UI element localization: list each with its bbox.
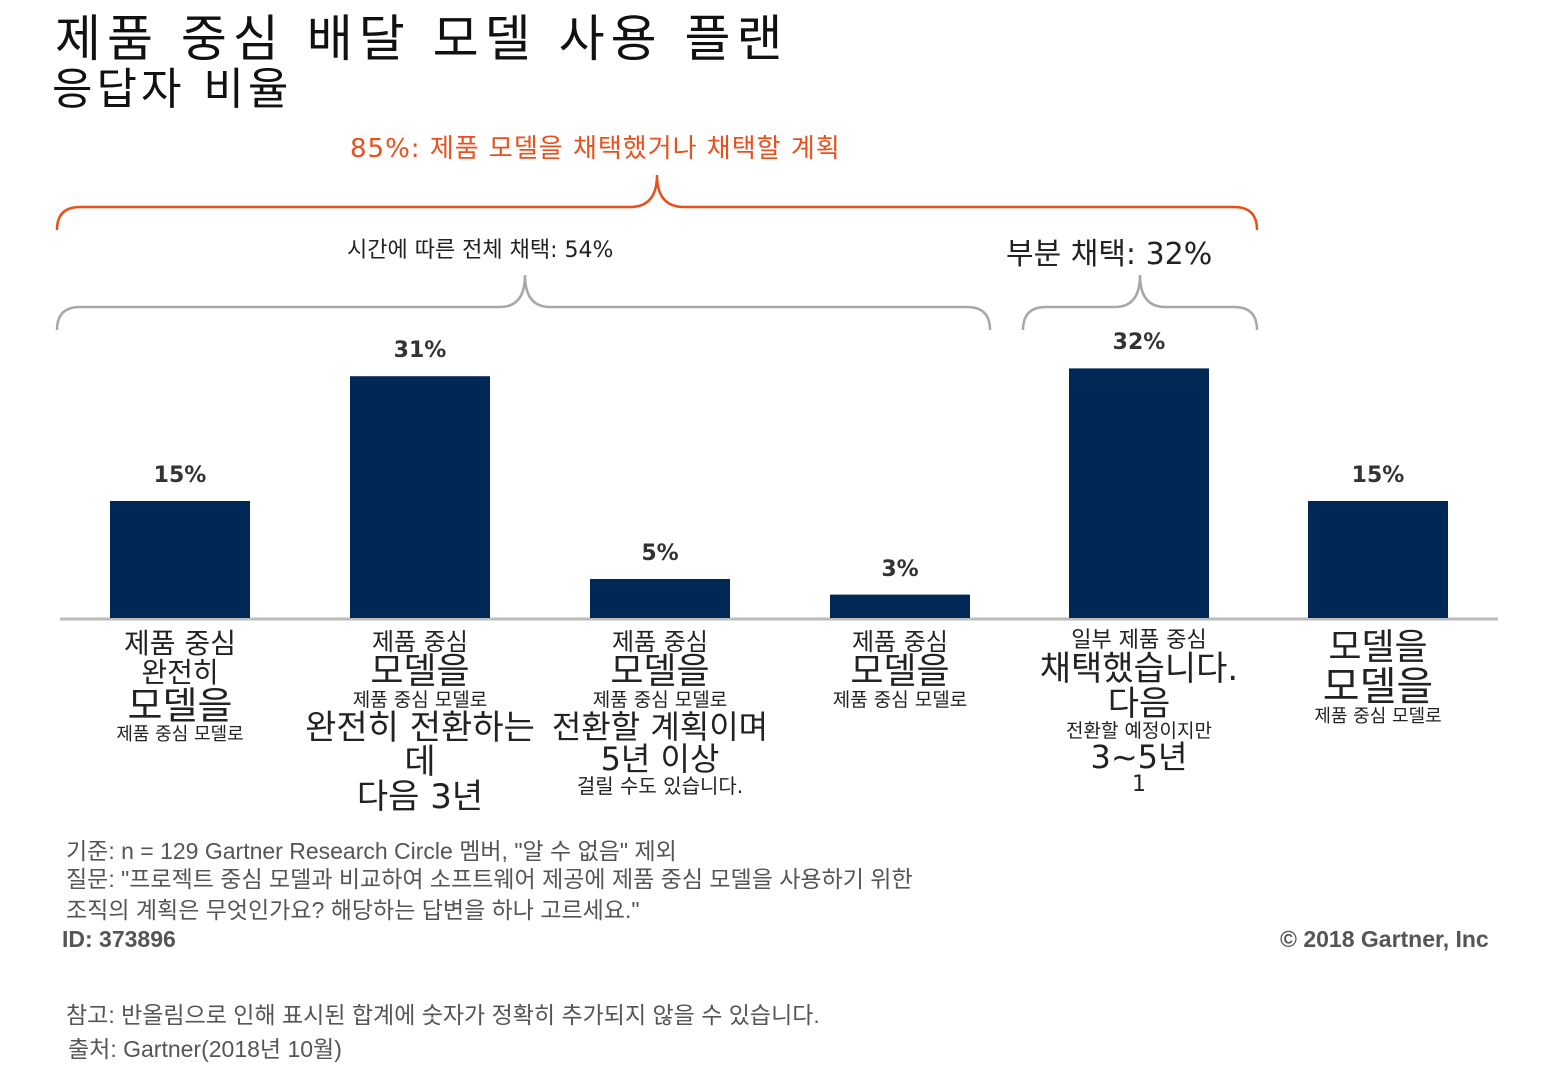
full-adoption-bracket	[55, 274, 992, 331]
category-label-1-part-4: 제품 중심 모델로	[116, 723, 244, 745]
data-label-5: 32%	[1112, 330, 1166, 356]
category-label-5-part-1: 일부 제품 중심	[1071, 628, 1207, 653]
total-annotation: 85%: 제품 모델을 채택했거나 채택할 계획	[350, 134, 841, 164]
category-label-4-part-1: 제품 중심	[852, 628, 948, 656]
category-label-5-part-3: 전환할 예정이지만	[1066, 719, 1212, 742]
category-label-6-part-3: 제품 중심 모델로	[1314, 705, 1442, 727]
footer-copyright: © 2018 Gartner, Inc	[1280, 926, 1489, 952]
category-label-6-part-1: 모델을	[1328, 627, 1428, 668]
category-label-3-part-4: 전환할 계획이며 5년 이상	[551, 707, 769, 779]
category-label-2-part-4: 완전히 전환하는 데	[305, 707, 535, 783]
category-label-3-part-3: 제품 중심 모델로	[592, 689, 728, 712]
category-label-2-part-5: 다음 3년	[356, 776, 484, 817]
footer-id: ID: 373896	[62, 926, 176, 952]
category-label-4-part-2: 모델을	[850, 651, 950, 693]
category-label-4-part-3: 제품 중심 모델로	[832, 689, 968, 712]
category-label-5-part-4: 3~5년	[1090, 738, 1188, 777]
category-label-3: 제품 중심 모델을 제품 중심 모델로 전환할 계획이며 5년 이상 걸릴 수도 있습니…	[544, 628, 776, 798]
partial-adoption-bracket	[1021, 274, 1259, 331]
category-label-5: 일부 제품 중심 채택했습니다. 다음 전환할 예정이지만 3~5년 1	[1023, 628, 1255, 797]
bar-2	[350, 376, 490, 618]
category-label-3-part-5: 걸릴 수도 있습니다.	[576, 773, 744, 798]
category-label-1-part-1: 제품 중심	[124, 627, 236, 660]
category-label-3-part-1: 제품 중심	[612, 628, 708, 656]
footer-source: 출처: Gartner(2018년 10월)	[68, 1036, 342, 1062]
footer-note: 참고: 반올림으로 인해 표시된 합계에 숫자가 정확히 추가되지 않을 수 있…	[66, 1002, 820, 1028]
category-label-6-part-2: 모델을	[1322, 663, 1434, 710]
data-label-2: 31%	[393, 338, 447, 364]
full-adoption-annotation: 시간에 따른 전체 채택: 54%	[347, 238, 614, 263]
bar-3	[590, 579, 730, 618]
data-label-1: 15%	[153, 463, 207, 488]
bar-5	[1069, 368, 1209, 618]
chart-subtitle: 응답자 비율	[52, 64, 293, 115]
footer-question-line1: 질문: "프로젝트 중심 모델과 비교하여 소프트웨어 제공에 제품 중심 모델…	[66, 866, 913, 892]
data-label-6: 15%	[1351, 463, 1405, 488]
partial-adoption-annotation: 부분 채택: 32%	[1006, 237, 1213, 272]
footer-question-line2: 조직의 계획은 무엇인가요? 해당하는 답변을 하나 고르세요."	[66, 897, 640, 923]
bar-4	[830, 594, 970, 618]
bar-1	[110, 501, 250, 618]
category-label-2: 제품 중심 모델을 제품 중심 모델로 완전히 전환하는 데 다음 3년	[304, 630, 536, 815]
chart-title: 제품 중심 배달 모델 사용 플랜	[55, 10, 789, 68]
category-label-5-part-5: 1	[1132, 771, 1146, 797]
category-label-2-part-1: 제품 중심	[372, 628, 468, 656]
bar-6	[1308, 501, 1448, 618]
category-label-6: 모델을 모델을 제품 중심 모델로	[1262, 627, 1494, 727]
data-label-3: 5%	[641, 541, 679, 566]
category-label-1-part-2: 완전히	[141, 655, 219, 689]
category-label-1: 제품 중심 완전히 모델을 제품 중심 모델로	[64, 627, 296, 745]
category-label-5-part-2: 채택했습니다. 다음	[1039, 649, 1239, 725]
category-label-3-part-2: 모델을	[610, 651, 710, 693]
category-label-2-part-2: 모델을	[370, 651, 470, 693]
total-bracket	[55, 174, 1259, 231]
data-label-4: 3%	[881, 556, 919, 582]
category-label-2-part-3: 제품 중심 모델로	[352, 689, 488, 712]
footer-base: 기준: n = 129 Gartner Research Circle 멤버, …	[66, 838, 677, 864]
category-label-4: 제품 중심 모델을 제품 중심 모델로	[784, 630, 1016, 711]
category-label-1-part-3: 모델을	[127, 684, 233, 729]
